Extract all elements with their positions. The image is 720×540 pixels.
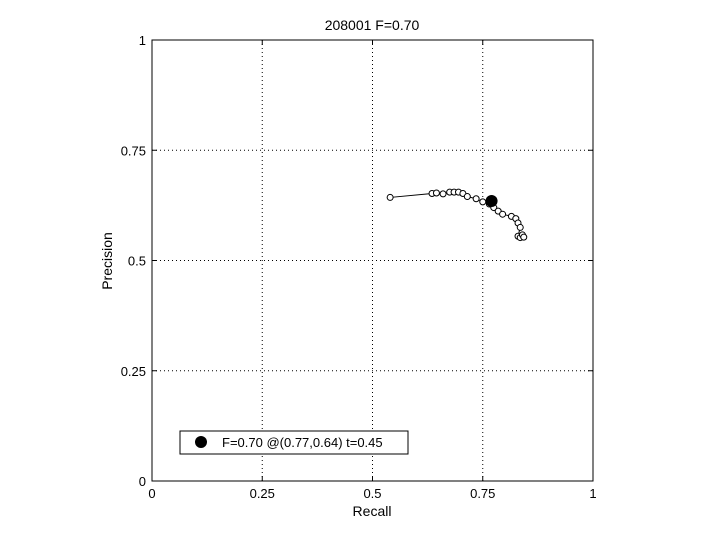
x-axis-label: Recall xyxy=(353,503,392,519)
legend-label: F=0.70 @(0.77,0.64) t=0.45 xyxy=(222,435,383,450)
y-tick-label: 0 xyxy=(139,474,146,489)
x-tick-label: 0.5 xyxy=(363,486,381,501)
data-point xyxy=(516,223,524,231)
data-point xyxy=(463,193,471,201)
data-point xyxy=(520,233,528,241)
data-point xyxy=(439,190,447,198)
y-axis-label: Precision xyxy=(99,232,115,290)
legend-marker xyxy=(195,436,207,448)
data-point xyxy=(472,195,480,203)
y-tick-label: 0.75 xyxy=(121,143,146,158)
series-layer xyxy=(386,188,528,242)
y-tick-label: 0.5 xyxy=(128,254,146,269)
data-point xyxy=(432,189,440,197)
data-point xyxy=(499,210,507,218)
tick-layer: 0 0.25 0.5 0.75 1 0 0.25 0.5 0.75 1 xyxy=(121,33,597,501)
x-tick-label: 0.75 xyxy=(470,486,495,501)
y-tick-label: 1 xyxy=(139,33,146,48)
x-tick-label: 0 xyxy=(148,486,155,501)
x-tick-label: 1 xyxy=(589,486,596,501)
data-point xyxy=(479,198,487,206)
legend-box xyxy=(179,430,409,455)
grid-layer xyxy=(152,40,593,481)
best-f-point xyxy=(485,194,498,207)
legend: F=0.70 @(0.77,0.64) t=0.45 xyxy=(179,430,409,455)
data-point xyxy=(386,193,394,201)
x-tick-label: 0.25 xyxy=(250,486,275,501)
y-tick-label: 0.25 xyxy=(121,364,146,379)
chart-title: 208001 F=0.70 xyxy=(325,17,420,33)
